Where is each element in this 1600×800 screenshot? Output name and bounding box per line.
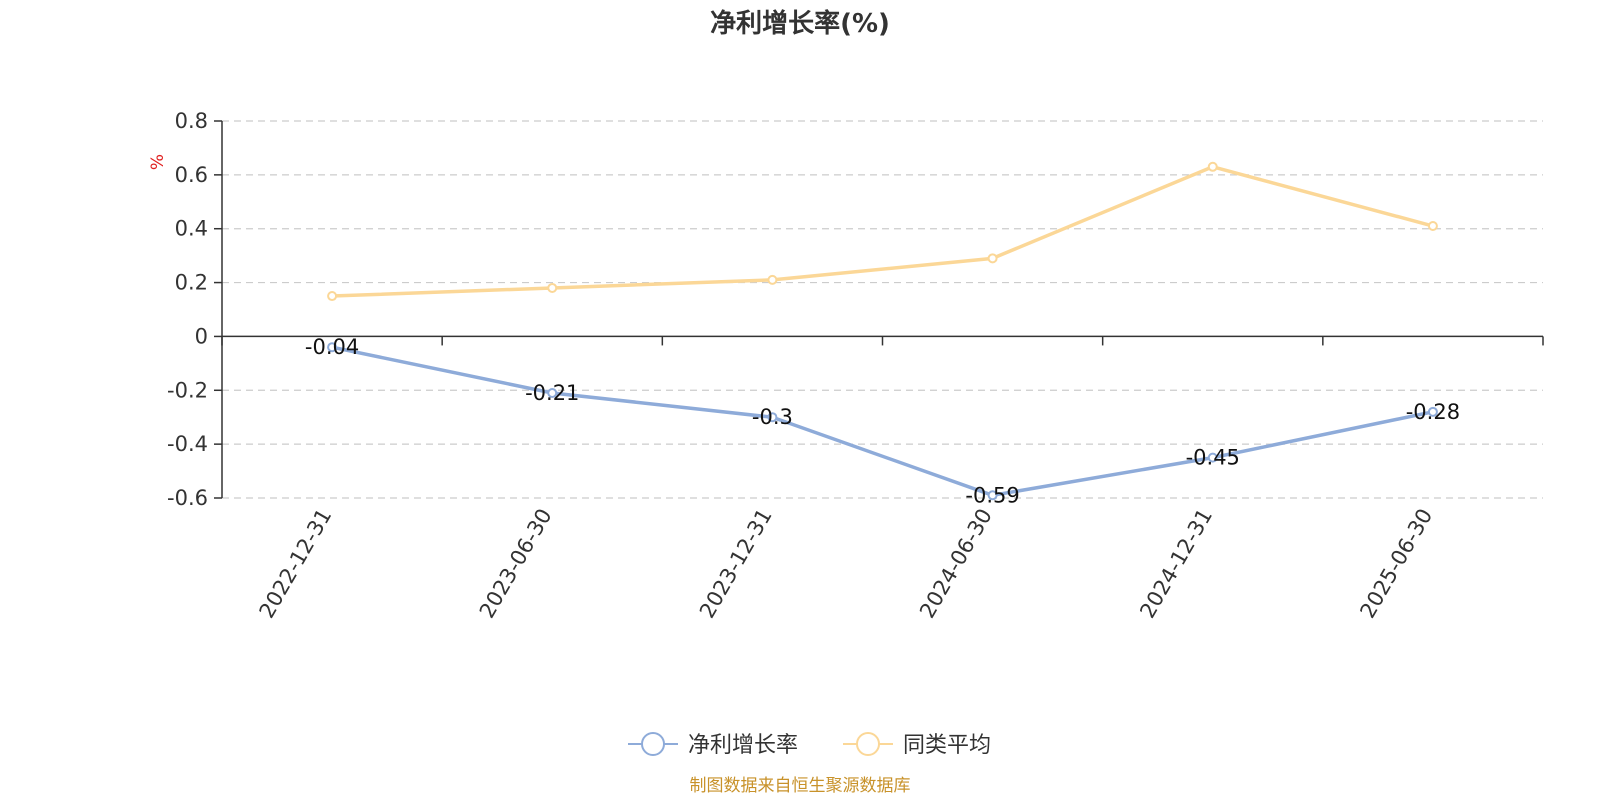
x-tick-label: 2023-12-31 [695,505,777,623]
x-tick-label: 2025-06-30 [1355,505,1437,623]
y-tick-label: 0.4 [175,217,208,241]
data-point [1427,221,1438,232]
y-tick-label: -0.4 [167,432,208,456]
source-footer: 制图数据来自恒生聚源数据库 [690,776,911,796]
data-point [1207,452,1218,463]
data-point [987,490,998,501]
x-tick-label: 2022-12-31 [255,505,337,623]
x-tick-label: 2023-06-30 [475,505,557,623]
y-tick-label: -0.6 [167,486,208,510]
series [327,161,1438,501]
data-point [767,274,778,285]
y-axis-label: % [148,154,168,170]
legend-item[interactable]: 净利增长率 [628,732,798,758]
data-point [547,387,558,398]
axes: 0.8 0.6 0.4 0.2 0 -0.2 -0.4 -0.6 2022-12-31 2023-… [167,109,1544,623]
data-point [327,291,338,302]
y-tick-label: 0.2 [175,271,208,295]
data-point [327,342,338,353]
x-tick-label: 2024-06-30 [915,504,997,622]
x-tick-label: 2024-12-31 [1135,505,1217,623]
data-label: -0.04 [305,335,359,359]
legend-label: 同类平均 [903,733,991,758]
y-tick-label: -0.2 [167,378,208,402]
data-label: -0.3 [752,405,793,429]
y-tick-label: 0.6 [175,163,208,187]
series-line [331,345,1434,498]
data-label: -0.45 [1186,446,1240,470]
grid-lines [222,120,1543,499]
data-point [767,412,778,423]
legend-marker-icon [641,732,665,756]
legend[interactable]: 净利增长率 同类平均 [628,732,991,758]
data-label: -0.59 [965,483,1019,507]
y-tick-label: 0.8 [175,109,208,133]
series-line [332,165,1434,298]
y-tick-label: 0 [195,324,208,348]
legend-label: 净利增长率 [688,733,798,758]
data-label: -0.21 [525,381,579,405]
data-point [1427,406,1438,417]
data-labels: -0.04 -0.21 -0.3 -0.59 -0.45 -0.28 [305,335,1460,507]
data-point [1207,161,1218,172]
data-point [547,282,558,293]
data-point [987,253,998,264]
data-label: -0.28 [1406,400,1460,424]
legend-marker-icon [856,732,880,756]
legend-item[interactable]: 同类平均 [843,732,991,758]
chart-title: 净利增长率(%) [710,8,890,39]
